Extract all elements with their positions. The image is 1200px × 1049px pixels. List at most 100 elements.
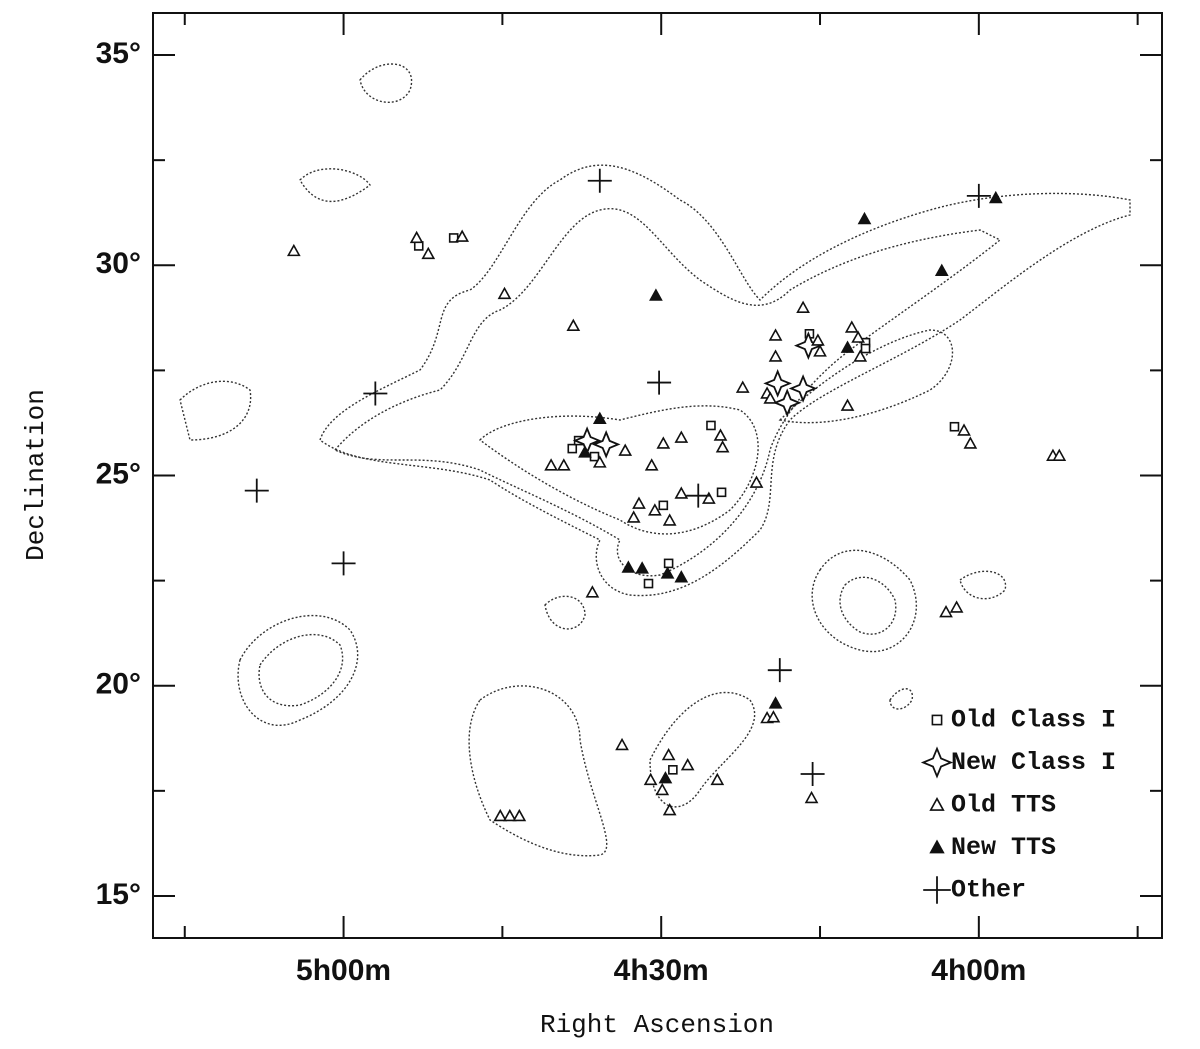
contour (299, 168, 371, 202)
contour (478, 405, 759, 535)
marker-square (567, 443, 578, 454)
marker-triangle (813, 344, 827, 357)
marker-triangle (626, 510, 641, 523)
marker-triangle (710, 772, 725, 786)
marker-triangle (768, 349, 783, 362)
marker-triangle (585, 585, 600, 598)
marker-triangle (592, 411, 607, 424)
marker-triangle (286, 243, 301, 257)
marker-square (716, 487, 727, 498)
marker-star (772, 388, 802, 418)
marker-triangle (715, 440, 730, 453)
legend-label: Old TTS (951, 791, 1056, 820)
marker-triangle (566, 318, 581, 332)
contour (468, 685, 608, 857)
marker-triangle (674, 570, 689, 583)
marker-triangle (662, 803, 677, 816)
contour (889, 688, 914, 710)
x-tick-label: 4h30m (614, 954, 709, 987)
marker-triangle (674, 486, 689, 499)
marker-triangle (656, 436, 671, 449)
marker-square (643, 578, 654, 589)
marker-star (572, 426, 602, 455)
marker-triangle (929, 839, 945, 854)
marker-triangle (811, 333, 825, 346)
marker-square (668, 765, 678, 775)
marker-star (763, 369, 793, 398)
marker-triangle (502, 808, 517, 822)
marker-triangle (796, 300, 810, 313)
contour (544, 595, 586, 630)
marker-square (949, 421, 960, 432)
marker-triangle (857, 211, 872, 225)
marker-plus (800, 762, 825, 787)
marker-triangle (844, 320, 859, 333)
marker-triangle (455, 229, 470, 242)
marker-triangle (632, 496, 646, 509)
x-tick-label: 5h00m (296, 954, 391, 987)
marker-triangle (635, 561, 650, 574)
y-tick-label: 30° (96, 247, 141, 280)
marker-triangle (674, 430, 689, 443)
marker-square (663, 558, 674, 569)
legend-label: New TTS (951, 833, 1056, 862)
contour (959, 570, 1007, 600)
contours (179, 63, 1131, 857)
marker-star (591, 430, 621, 459)
marker-star (920, 746, 954, 779)
marker-triangle (649, 288, 663, 301)
contour (811, 549, 917, 653)
legend-label: Old Class I (951, 706, 1116, 735)
marker-triangle (660, 566, 675, 579)
marker-triangle (644, 458, 659, 471)
marker-plus (331, 551, 356, 576)
marker-triangle (934, 263, 949, 276)
contour (319, 164, 1131, 597)
marker-triangle (658, 771, 673, 784)
marker-triangle (949, 600, 964, 613)
marker-triangle (766, 710, 781, 723)
marker-plus (966, 183, 991, 208)
marker-triangle (647, 503, 662, 516)
marker-triangle (701, 491, 716, 504)
marker-square (589, 451, 600, 462)
y-tick-label: 35° (96, 37, 141, 70)
marker-triangle (512, 808, 527, 822)
marker-triangle (421, 246, 436, 260)
marker-triangle (851, 330, 865, 343)
marker-triangle (713, 428, 728, 441)
marker-triangle (680, 758, 695, 771)
marker-triangle (963, 436, 978, 449)
contour (839, 576, 897, 635)
marker-triangle (493, 808, 508, 822)
marker-triangle (939, 605, 953, 618)
marker-triangle (804, 790, 819, 804)
marker-plus (647, 370, 672, 395)
marker-square (931, 714, 943, 726)
marker-triangle (988, 190, 1003, 204)
marker-triangle (735, 380, 750, 393)
marker-star (788, 374, 818, 403)
marker-plus (686, 483, 711, 508)
marker-triangle (763, 391, 778, 404)
marker-square (860, 343, 871, 354)
x-axis-label: Right Ascension (540, 1010, 774, 1040)
marker-triangle (621, 560, 636, 573)
marker-square (706, 420, 716, 431)
marker-triangle (853, 349, 868, 362)
marker-plus (244, 478, 269, 503)
marker-triangle (655, 782, 670, 796)
marker-triangle (615, 737, 629, 751)
marker-triangle (929, 797, 945, 811)
contour (237, 614, 359, 726)
legend-label: Other (951, 876, 1026, 905)
marker-triangle (618, 443, 633, 456)
marker-triangle (497, 286, 512, 300)
marker-triangle (662, 513, 677, 526)
marker-triangle (661, 747, 676, 761)
contour (258, 633, 344, 707)
y-tick-label: 25° (96, 457, 141, 490)
marker-triangle (749, 475, 764, 488)
marker-plus (587, 168, 612, 193)
